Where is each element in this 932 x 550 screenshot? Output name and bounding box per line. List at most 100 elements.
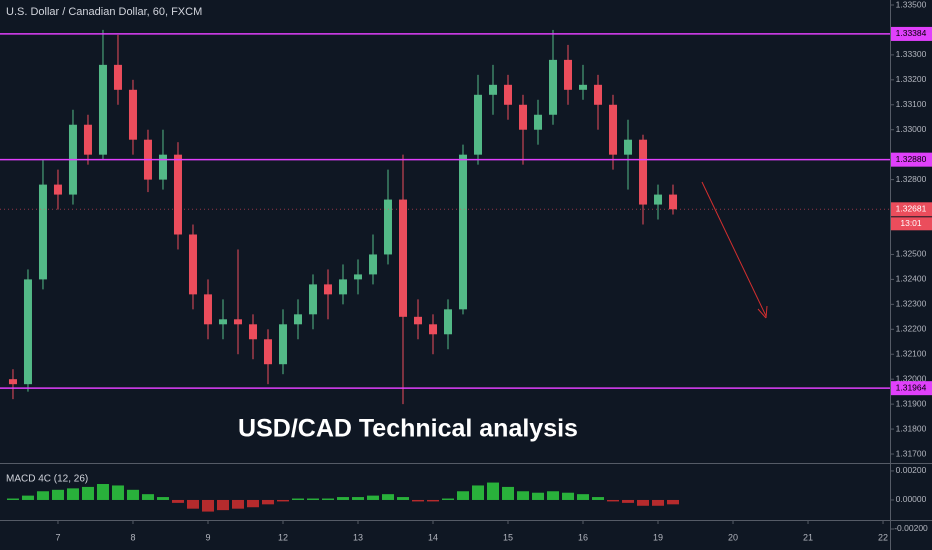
x-tick-label: 7 xyxy=(55,532,60,542)
indicator-bar xyxy=(487,482,500,500)
indicator-tick-label: 0.00200 xyxy=(896,465,927,475)
last-price-label: 1.32681 xyxy=(896,204,927,214)
candle-body xyxy=(504,84,513,105)
y-tick-label: 1.32200 xyxy=(896,324,927,334)
y-tick-label: 1.33100 xyxy=(896,99,927,109)
candle-body xyxy=(338,279,347,295)
candle-body xyxy=(53,184,62,195)
level-label-bg xyxy=(891,26,932,41)
y-tick-label: 1.32800 xyxy=(896,174,927,184)
candle-body xyxy=(278,324,287,365)
indicator-bar xyxy=(186,499,199,509)
candle-body xyxy=(624,139,633,155)
candle-body xyxy=(474,94,483,155)
indicator-bar xyxy=(577,494,590,500)
indicator-bar xyxy=(6,498,19,500)
y-tick-label: 1.33200 xyxy=(896,74,927,84)
indicator-bar xyxy=(426,499,439,502)
indicator-bar xyxy=(81,486,94,500)
countdown-bg xyxy=(891,217,932,231)
indicator-bar xyxy=(472,485,485,500)
indicator-name: MACD 4C (12, 26) xyxy=(6,474,88,485)
level-label-bg xyxy=(891,152,932,167)
indicator-bar xyxy=(246,499,259,508)
y-tick-label: 1.32500 xyxy=(896,249,927,259)
indicator-bar xyxy=(201,499,214,512)
candle-body xyxy=(98,64,107,155)
candle-body xyxy=(428,324,437,335)
y-tick-label: 1.33500 xyxy=(896,0,927,9)
candle-body xyxy=(489,84,498,95)
x-tick-label: 9 xyxy=(205,532,210,542)
indicator-bar xyxy=(532,492,545,500)
candle-body xyxy=(444,309,453,335)
indicator-tick-label: 0.00000 xyxy=(896,494,927,504)
indicator-bar xyxy=(667,499,680,505)
indicator-bar xyxy=(592,497,605,500)
candle-body xyxy=(173,154,182,235)
candle-body xyxy=(263,339,272,365)
level-label: 1.32880 xyxy=(896,154,927,164)
indicator-bar xyxy=(126,489,139,500)
x-tick-label: 16 xyxy=(578,532,588,542)
indicator-bar xyxy=(562,492,575,500)
y-tick-label: 1.32100 xyxy=(896,348,927,358)
candle-body xyxy=(83,124,92,155)
indicator-bar xyxy=(396,497,409,500)
candle-body xyxy=(128,89,137,140)
indicator-bar xyxy=(366,495,379,500)
x-tick-label: 21 xyxy=(803,532,813,542)
y-tick-label: 1.33300 xyxy=(896,49,927,59)
candle-body xyxy=(549,59,558,115)
last-price-bg xyxy=(891,202,932,217)
candle-body xyxy=(203,294,212,325)
indicator-bar xyxy=(502,486,515,500)
indicator-bar xyxy=(517,491,530,500)
candle-body xyxy=(353,274,362,280)
candle-body xyxy=(308,284,317,315)
indicator-bar xyxy=(96,484,109,500)
indicator-bar xyxy=(276,499,289,502)
candle-body xyxy=(323,284,332,295)
candle-body xyxy=(669,194,678,210)
indicator-bar xyxy=(637,499,650,506)
candle-body xyxy=(519,104,528,130)
indicator-bar xyxy=(21,495,34,500)
indicator-bar xyxy=(607,499,620,502)
candle-body xyxy=(8,379,17,385)
x-tick-label: 13 xyxy=(353,532,363,542)
candle-body xyxy=(233,319,242,325)
y-tick-label: 1.32400 xyxy=(896,274,927,284)
indicator-bar xyxy=(321,498,334,500)
x-tick-label: 8 xyxy=(130,532,135,542)
arrow-line xyxy=(701,181,767,317)
candle-body xyxy=(609,104,618,155)
y-tick-label: 1.31900 xyxy=(896,398,927,408)
candle-body xyxy=(459,154,468,310)
x-tick-label: 20 xyxy=(728,532,738,542)
level-label-bg xyxy=(891,381,932,396)
indicator-bar xyxy=(156,497,169,500)
candle-body xyxy=(564,59,573,90)
candle-body xyxy=(38,184,47,280)
y-tick-label: 1.31700 xyxy=(896,448,927,458)
candle-body xyxy=(23,279,32,385)
x-tick-label: 19 xyxy=(653,532,663,542)
countdown: 13:01 xyxy=(900,218,922,228)
indicator-bar xyxy=(547,491,560,500)
indicator-bar xyxy=(171,499,184,503)
x-tick-label: 14 xyxy=(428,532,438,542)
indicator-bar xyxy=(381,494,394,500)
candle-body xyxy=(413,316,422,325)
indicator-bar xyxy=(66,488,79,500)
candle-body xyxy=(594,84,603,105)
indicator-bar xyxy=(216,499,229,511)
x-tick-label: 22 xyxy=(878,532,888,542)
indicator-bar xyxy=(351,497,364,500)
candle-body xyxy=(218,319,227,325)
candle-body xyxy=(113,64,122,90)
indicator-bar xyxy=(111,485,124,500)
y-tick-label: 1.32300 xyxy=(896,299,927,309)
indicator-bar xyxy=(261,499,274,505)
